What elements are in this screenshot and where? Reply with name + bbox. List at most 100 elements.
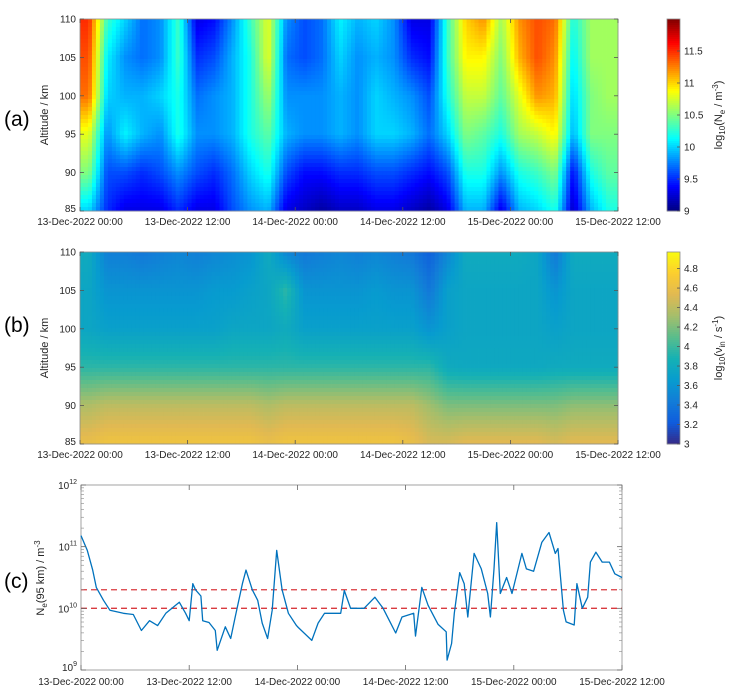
heatmap-cell — [358, 111, 364, 116]
heatmap-cell — [454, 55, 459, 60]
heatmap-cell — [155, 123, 161, 128]
heatmap-cell — [227, 143, 232, 148]
heatmap-cell — [219, 163, 224, 168]
heatmap-cell — [323, 191, 328, 196]
heatmap-cell — [366, 139, 372, 144]
heatmap-cell — [466, 131, 471, 136]
heatmap-cell — [235, 31, 240, 36]
heatmap-cell — [223, 55, 228, 60]
heatmap-cell — [275, 199, 280, 204]
heatmap-cell — [80, 19, 85, 24]
heatmap-cell — [315, 51, 320, 56]
heatmap-cell — [366, 183, 372, 188]
heatmap-cell — [299, 179, 304, 184]
heatmap-cell — [195, 127, 200, 132]
heatmap-cell — [382, 67, 388, 72]
heatmap-cell — [362, 175, 368, 180]
heatmap-cell — [470, 95, 475, 100]
heatmap-cell — [195, 139, 200, 144]
heatmap-cell — [374, 147, 380, 152]
heatmap-cell — [394, 107, 400, 112]
heatmap-cell — [402, 131, 408, 136]
heatmap-cell — [207, 167, 212, 172]
heatmap-cell — [354, 67, 360, 72]
heatmap-cell — [223, 123, 228, 128]
heatmap-cell — [103, 163, 109, 168]
heatmap-cell — [398, 19, 404, 24]
heatmap-cell — [267, 59, 272, 64]
heatmap-cell — [279, 119, 284, 124]
heatmap-cell — [327, 183, 332, 188]
heatmap-cell — [486, 115, 491, 120]
heatmap-cell — [478, 43, 483, 48]
heatmap-cell — [263, 67, 268, 72]
heatmap-cell — [279, 111, 284, 116]
heatmap-cell — [283, 35, 288, 40]
heatmap-cell — [243, 123, 248, 128]
heatmap-cell — [203, 179, 208, 184]
heatmap-cell — [279, 71, 284, 76]
heatmap-cell — [159, 119, 165, 124]
heatmap-cell — [366, 87, 372, 92]
heatmap-cell — [295, 31, 300, 36]
heatmap-cell — [223, 71, 228, 76]
heatmap-cell — [111, 23, 117, 28]
heatmap-cell — [195, 103, 200, 108]
heatmap-cell — [87, 27, 93, 32]
heatmap-cell — [247, 47, 252, 52]
heatmap-cell — [370, 23, 376, 28]
heatmap-cell — [382, 187, 388, 192]
heatmap-cell — [147, 83, 153, 88]
heatmap-cell — [199, 43, 204, 48]
heatmap-cell — [163, 187, 169, 192]
heatmap-cell — [374, 59, 380, 64]
heatmap-cell — [354, 87, 360, 92]
heatmap-cell — [255, 71, 260, 76]
heatmap-cell — [251, 119, 256, 124]
heatmap-cell — [83, 207, 89, 212]
heatmap-cell — [147, 107, 153, 112]
heatmap-cell — [335, 63, 340, 68]
heatmap-cell — [127, 119, 133, 124]
heatmap-cell — [315, 115, 320, 120]
heatmap-cell — [362, 19, 368, 24]
heatmap-cell — [339, 147, 344, 152]
heatmap-cell — [335, 51, 340, 56]
heatmap-cell — [490, 171, 495, 176]
heatmap-cell — [211, 143, 216, 148]
heatmap-cell — [235, 71, 240, 76]
heatmap-cell — [466, 195, 471, 200]
heatmap-cell — [315, 191, 320, 196]
heatmap-cell — [354, 119, 360, 124]
panel-label-c: (c) — [4, 570, 29, 593]
heatmap-cell — [291, 95, 296, 100]
heatmap-cell — [215, 31, 220, 36]
heatmap-cell — [430, 167, 436, 172]
heatmap-cell — [474, 119, 479, 124]
heatmap-cell — [295, 167, 300, 172]
heatmap-cell — [303, 67, 308, 72]
heatmap-cell — [275, 203, 280, 208]
heatmap-cell — [418, 119, 424, 124]
heatmap-cell — [231, 183, 236, 188]
heatmap-cell — [402, 139, 408, 144]
heatmap-cell — [422, 67, 428, 72]
heatmap-cell — [175, 147, 181, 152]
heatmap-cell — [255, 207, 260, 212]
heatmap-cell — [227, 47, 232, 52]
heatmap-cell — [426, 135, 432, 140]
heatmap-cell — [478, 143, 483, 148]
heatmap-cell — [402, 59, 408, 64]
heatmap-cell — [339, 43, 344, 48]
heatmap-cell — [179, 99, 185, 104]
heatmap-cell — [215, 167, 220, 172]
heatmap-cell — [430, 135, 436, 140]
heatmap-cell — [179, 155, 185, 160]
heatmap-cell — [107, 51, 113, 56]
heatmap-cell — [171, 39, 177, 44]
heatmap-cell — [259, 27, 264, 32]
heatmap-cell — [382, 59, 388, 64]
heatmap-cell — [131, 191, 137, 196]
heatmap-cell — [251, 63, 256, 68]
heatmap-cell — [159, 123, 165, 128]
